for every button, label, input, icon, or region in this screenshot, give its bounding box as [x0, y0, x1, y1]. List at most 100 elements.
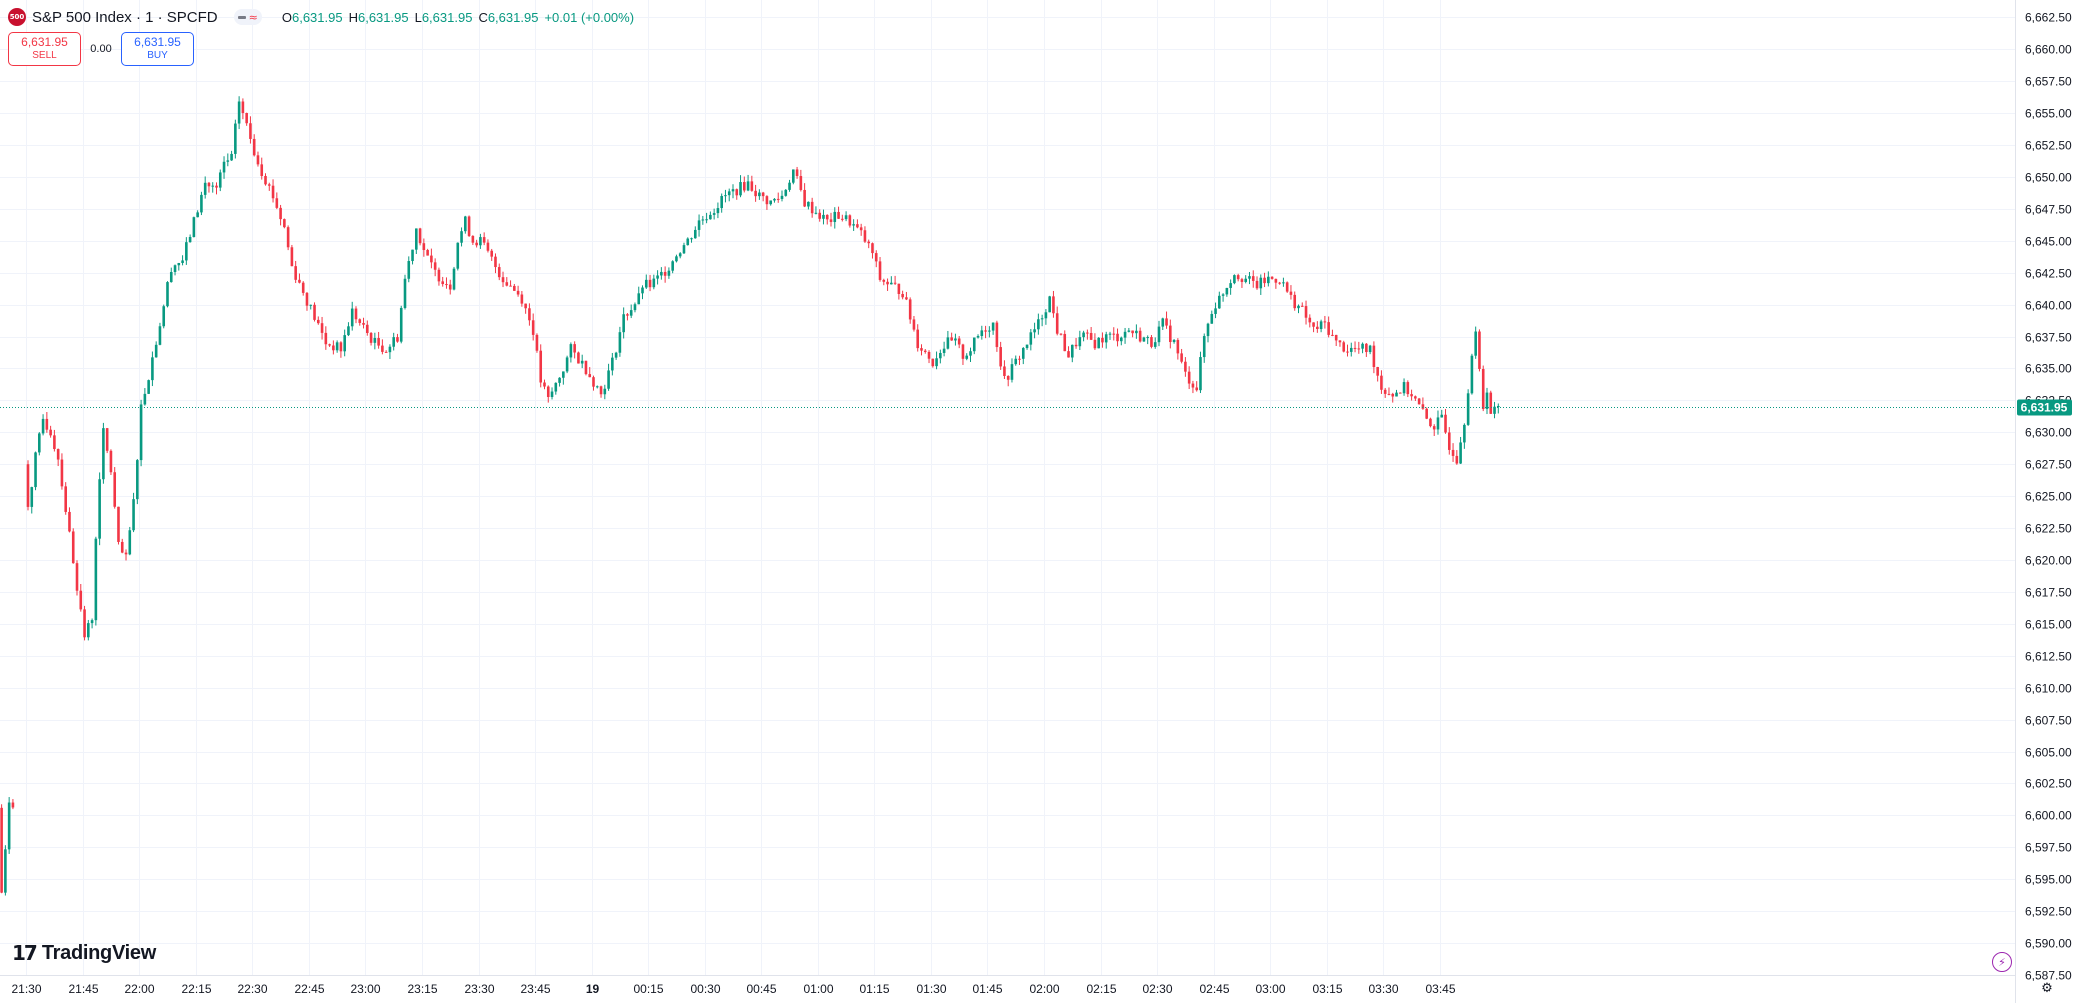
candle: [294, 260, 297, 284]
candle: [120, 538, 124, 554]
candle-body: [886, 281, 889, 285]
candle-body: [87, 623, 90, 638]
candle: [916, 324, 920, 352]
candle: [56, 448, 60, 467]
candle: [795, 166, 799, 179]
candle-body: [162, 306, 166, 327]
candle: [901, 290, 904, 300]
candle: [663, 266, 667, 283]
candle-body: [524, 303, 527, 309]
candle: [1101, 332, 1104, 348]
buy-button[interactable]: 6,631.95 BUY: [121, 32, 194, 66]
gear-icon[interactable]: ⚙: [2041, 980, 2053, 996]
candle: [1093, 333, 1097, 351]
candle: [954, 333, 957, 346]
candle-body: [501, 277, 505, 283]
candle: [256, 151, 260, 167]
candle: [452, 266, 456, 291]
candle: [1142, 336, 1146, 342]
candle-body: [1267, 276, 1270, 284]
candle: [1112, 327, 1116, 341]
candle-body: [1278, 282, 1281, 284]
price-tick-label: 6,590.00: [2025, 937, 2072, 951]
candle: [1263, 272, 1266, 288]
candle-body: [761, 192, 765, 197]
candle: [388, 344, 392, 360]
candle-body: [927, 351, 931, 359]
price-tick-label: 6,655.00: [2025, 107, 2072, 121]
trade-buttons: 6,631.95 SELL 0.00 6,631.95 BUY: [8, 32, 194, 66]
candle: [1489, 390, 1493, 414]
candle-body: [893, 282, 897, 284]
candle: [1357, 341, 1361, 354]
candle: [1297, 304, 1300, 314]
candle: [709, 211, 712, 220]
candle: [1304, 300, 1308, 325]
candle-body: [1165, 318, 1168, 326]
candle-body: [1342, 342, 1346, 352]
candle-body: [1101, 337, 1104, 343]
candle-body: [1229, 283, 1232, 288]
time-tick-label: 03:30: [1368, 982, 1398, 996]
candle: [1493, 401, 1496, 419]
candle-body: [441, 281, 444, 285]
candle: [1021, 347, 1025, 365]
candle-body: [437, 269, 441, 282]
tradingview-logo[interactable]: 17 TradingView: [12, 941, 156, 965]
price-tick-label: 6,640.00: [2025, 299, 2072, 313]
price-tick-label: 6,650.00: [2025, 171, 2072, 185]
candle-body: [580, 360, 584, 364]
candle-body: [848, 215, 852, 226]
candle: [143, 388, 147, 406]
candle-body: [26, 464, 30, 507]
candle: [1206, 322, 1210, 343]
sell-button[interactable]: 6,631.95 SELL: [8, 32, 81, 66]
candle: [588, 367, 592, 378]
candle: [426, 248, 429, 256]
candle-body: [874, 253, 878, 262]
candle-body: [1425, 408, 1428, 419]
candle: [1055, 306, 1059, 336]
candle: [200, 191, 203, 216]
tradingview-logo-text: TradingView: [41, 941, 156, 964]
candle-body: [1312, 322, 1315, 327]
candle: [656, 270, 659, 285]
candle-body: [1078, 337, 1082, 347]
candle: [972, 337, 976, 355]
candle-body: [185, 242, 188, 261]
candle-body: [354, 308, 358, 320]
candle: [1436, 410, 1440, 435]
candle: [26, 460, 30, 511]
price-axis[interactable]: 6,587.50 6,590.00 6,592.50 6,595.00 6,597.50…: [2017, 11, 2072, 983]
candle-body: [158, 326, 162, 345]
candle: [271, 179, 275, 203]
lightning-icon[interactable]: ⚡: [1992, 952, 2012, 972]
candle-body: [1161, 318, 1165, 327]
candle: [788, 179, 791, 192]
symbol-title[interactable]: S&P 500 Index · 1 · SPCFD: [32, 8, 218, 26]
candle: [667, 267, 671, 279]
candle-body: [4, 849, 7, 893]
time-axis[interactable]: 21:30 21:45 22:00 22:15 22:30 22:45 23:00 23:15…: [11, 982, 1455, 996]
candle: [1447, 427, 1451, 455]
candle-body: [396, 337, 399, 342]
candle: [1289, 285, 1293, 300]
candle: [433, 258, 437, 277]
candle-body: [795, 169, 799, 177]
time-tick-label: 00:30: [690, 982, 720, 996]
candle-body: [218, 172, 222, 188]
candle: [1451, 443, 1455, 462]
candle: [980, 325, 984, 340]
candle-body: [957, 338, 961, 345]
candle-body: [1414, 396, 1417, 399]
candle: [750, 175, 754, 192]
candle: [878, 257, 882, 282]
candle-body: [1304, 306, 1308, 318]
candle: [1037, 313, 1040, 335]
candle: [1282, 277, 1285, 287]
series-visibility-toggle[interactable]: ≈: [233, 9, 262, 25]
candle: [482, 232, 486, 246]
candle-body: [1447, 432, 1451, 450]
price-tick-label: 6,587.50: [2025, 969, 2072, 983]
